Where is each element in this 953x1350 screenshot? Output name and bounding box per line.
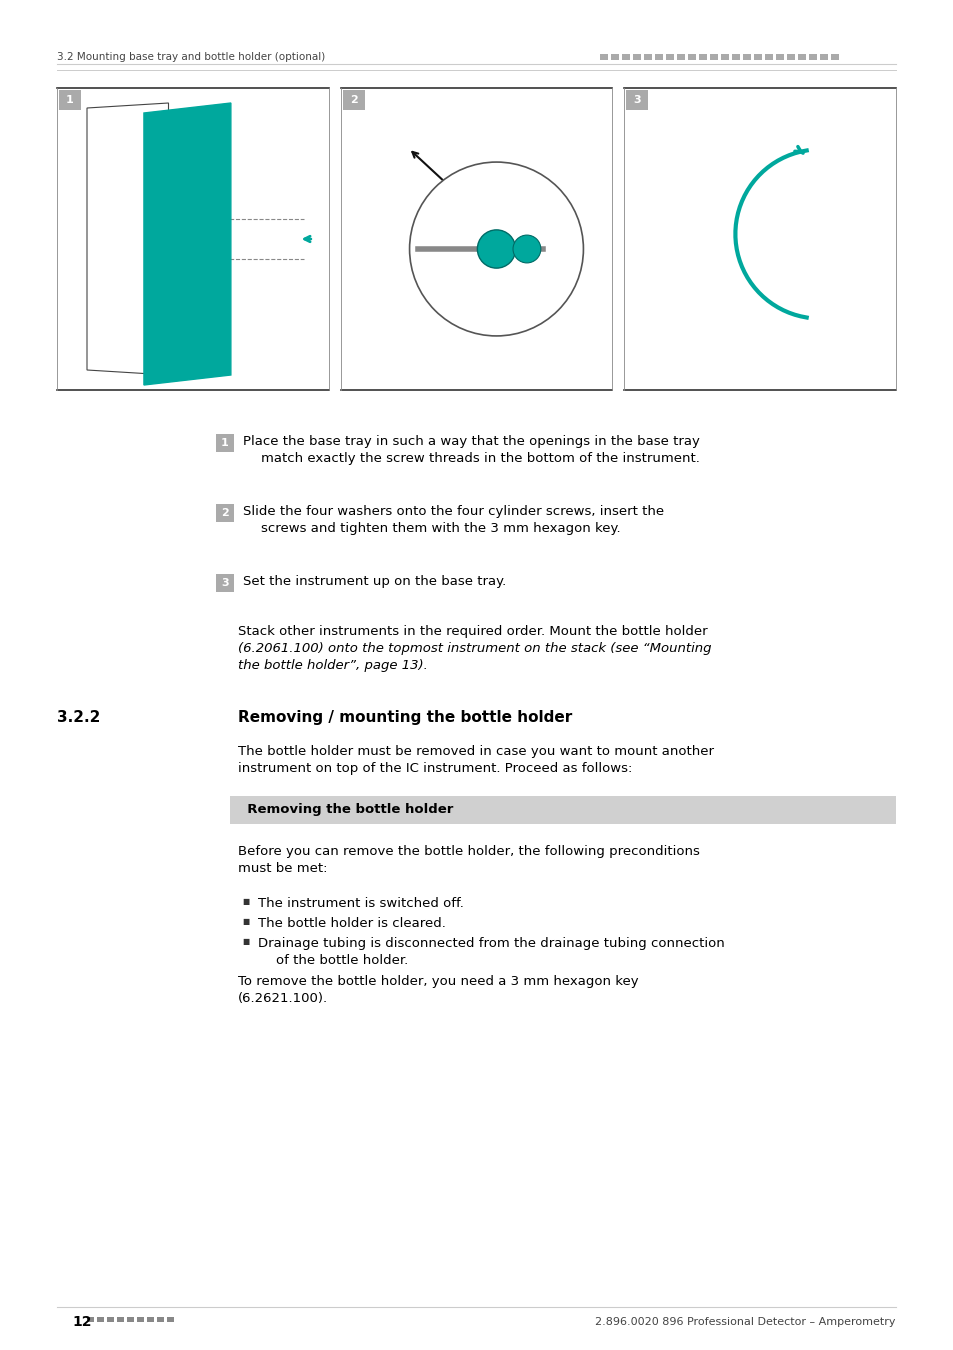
Bar: [709, 54, 718, 59]
Bar: [107, 1318, 113, 1322]
Text: The bottle holder must be removed in case you want to mount another: The bottle holder must be removed in cas…: [237, 745, 713, 757]
Bar: [643, 54, 651, 59]
Bar: [621, 54, 629, 59]
Bar: [764, 54, 772, 59]
Text: Before you can remove the bottle holder, the following preconditions: Before you can remove the bottle holder,…: [237, 845, 700, 859]
Bar: [820, 54, 827, 59]
Text: 2: 2: [350, 95, 357, 105]
Text: (6.2061.100) onto the topmost instrument on the stack (see “Mounting: (6.2061.100) onto the topmost instrument…: [237, 643, 711, 655]
Bar: [342, 90, 364, 109]
Text: instrument on top of the IC instrument. Proceed as follows:: instrument on top of the IC instrument. …: [237, 761, 632, 775]
Text: ■: ■: [242, 917, 249, 926]
Text: match exactly the screw threads in the bottom of the instrument.: match exactly the screw threads in the b…: [261, 452, 700, 464]
Polygon shape: [87, 103, 169, 375]
Bar: [97, 1318, 104, 1322]
Bar: [167, 1318, 173, 1322]
Bar: [797, 54, 805, 59]
Text: Stack other instruments in the required order. Mount the bottle holder: Stack other instruments in the required …: [237, 625, 707, 639]
Bar: [230, 796, 895, 824]
Bar: [775, 54, 783, 59]
Bar: [87, 1318, 94, 1322]
Text: must be met:: must be met:: [237, 863, 327, 875]
Text: Slide the four washers onto the four cylinder screws, insert the: Slide the four washers onto the four cyl…: [243, 505, 663, 518]
Bar: [626, 90, 648, 109]
Bar: [720, 54, 728, 59]
Bar: [215, 504, 233, 522]
Bar: [215, 574, 233, 593]
Bar: [599, 54, 607, 59]
Text: 12: 12: [71, 1315, 91, 1328]
Text: (6.2621.100).: (6.2621.100).: [237, 992, 328, 1004]
Text: 3.2 Mounting base tray and bottle holder (optional): 3.2 Mounting base tray and bottle holder…: [57, 53, 325, 62]
Circle shape: [476, 230, 515, 269]
Bar: [610, 54, 618, 59]
Bar: [157, 1318, 164, 1322]
Text: 3: 3: [633, 95, 640, 105]
Bar: [753, 54, 761, 59]
Bar: [147, 1318, 153, 1322]
Bar: [808, 54, 816, 59]
Bar: [687, 54, 696, 59]
Text: Removing / mounting the bottle holder: Removing / mounting the bottle holder: [237, 710, 572, 725]
Text: Removing the bottle holder: Removing the bottle holder: [237, 803, 453, 817]
Text: of the bottle holder.: of the bottle holder.: [275, 954, 408, 967]
Text: Place the base tray in such a way that the openings in the base tray: Place the base tray in such a way that t…: [243, 435, 700, 448]
Text: To remove the bottle holder, you need a 3 mm hexagon key: To remove the bottle holder, you need a …: [237, 975, 638, 988]
Bar: [215, 433, 233, 452]
Bar: [117, 1318, 124, 1322]
Bar: [786, 54, 794, 59]
Bar: [665, 54, 673, 59]
Bar: [127, 1318, 133, 1322]
Circle shape: [409, 162, 583, 336]
Text: the bottle holder”, page 13).: the bottle holder”, page 13).: [237, 659, 428, 672]
Text: 1: 1: [221, 437, 229, 448]
Text: ■: ■: [242, 896, 249, 906]
Text: ■: ■: [242, 937, 249, 946]
Bar: [655, 54, 662, 59]
Bar: [699, 54, 706, 59]
Text: The bottle holder is cleared.: The bottle holder is cleared.: [257, 917, 445, 930]
Text: 3.2.2: 3.2.2: [57, 710, 100, 725]
Circle shape: [513, 235, 540, 263]
Bar: [59, 90, 81, 109]
Text: 1: 1: [66, 95, 73, 105]
Bar: [677, 54, 684, 59]
Bar: [742, 54, 750, 59]
Bar: [137, 1318, 144, 1322]
Text: screws and tighten them with the 3 mm hexagon key.: screws and tighten them with the 3 mm he…: [261, 522, 620, 535]
Polygon shape: [144, 103, 231, 385]
Text: Drainage tubing is disconnected from the drainage tubing connection: Drainage tubing is disconnected from the…: [257, 937, 724, 950]
Text: Set the instrument up on the base tray.: Set the instrument up on the base tray.: [243, 575, 506, 589]
Bar: [731, 54, 740, 59]
Text: 3: 3: [221, 578, 229, 589]
Bar: [633, 54, 640, 59]
Text: The instrument is switched off.: The instrument is switched off.: [257, 896, 463, 910]
Bar: [830, 54, 838, 59]
Text: 2: 2: [221, 508, 229, 518]
Text: 2.896.0020 896 Professional Detector – Amperometry: 2.896.0020 896 Professional Detector – A…: [595, 1318, 895, 1327]
